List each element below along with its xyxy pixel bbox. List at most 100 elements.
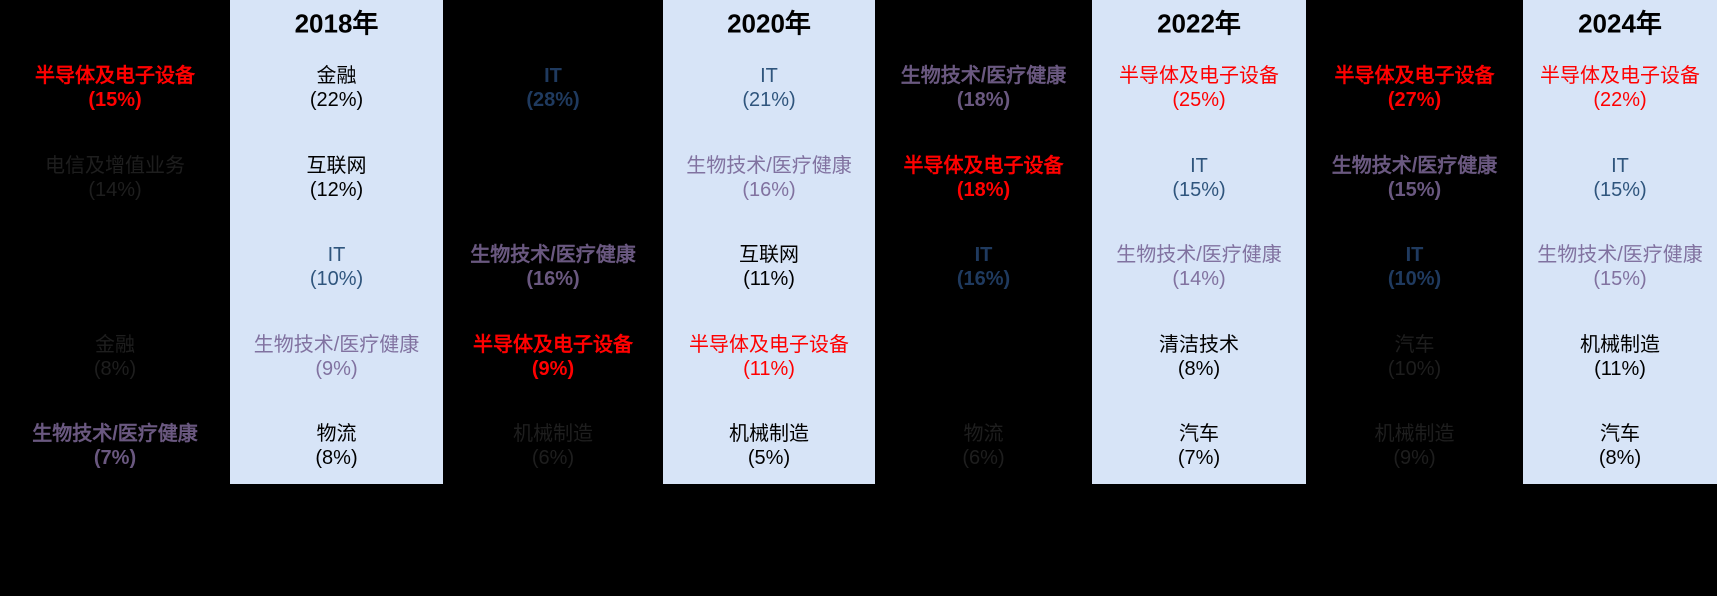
year-header: 2020年 [727, 8, 811, 39]
industry-label: 生物技术/医疗健康 [253, 334, 420, 356]
industry-share: (7%) [93, 447, 137, 469]
industry-share: (18%) [956, 89, 1011, 111]
industry-cell: 清洁技术 (8%) [1084, 333, 1314, 381]
industry-cell: 汽车 (7%) [1084, 422, 1314, 470]
industry-cell: 生物技术/医疗健康 (15%) [1515, 243, 1717, 291]
industry-share: (28%) [526, 89, 580, 111]
industry-label: 机械制造 [513, 423, 593, 445]
industry-cell: IT (15%) [1084, 154, 1314, 202]
industry-share: (14%) [1172, 268, 1226, 290]
industry-label: IT [1190, 155, 1208, 177]
industry-label: 汽车 [1600, 423, 1640, 445]
dark-column-6: 半导体及电子设备 (27%) 生物技术/医疗健康 (15%) IT (10%) 汽车 (10%… [1306, 0, 1523, 484]
year-header: 2018年 [294, 8, 379, 39]
industry-label: 金融 [316, 65, 357, 87]
industry-share: (15%) [1387, 179, 1442, 201]
industry-label: 汽车 [1179, 423, 1219, 445]
industry-cell: 生物技术/医疗健康 (7%) [0, 422, 238, 470]
industry-cell: 物流 (8%) [222, 422, 451, 470]
industry-label: 半导体及电子设备 [35, 65, 195, 87]
industry-cell: 半导体及电子设备 (22%) [1515, 64, 1717, 112]
industry-label: 机械制造 [1580, 334, 1660, 356]
industry-share: (25%) [1172, 89, 1226, 111]
year-header: 2022年 [1157, 8, 1241, 39]
industry-share: (6%) [962, 447, 1005, 469]
industry-cell: 互联网 (12%) [222, 154, 451, 202]
industry-cell: 生物技术/医疗健康 (15%) [1298, 154, 1531, 202]
industry-label: IT [327, 244, 346, 266]
year-column-2018: 2018年 金融 (22%) 互联网 (12%) IT (10%) 生物技术/医疗健康 (9%)… [230, 0, 443, 484]
industry-label: 生物技术/医疗健康 [900, 65, 1067, 87]
industry-cell: 生物技术/医疗健康 (18%) [867, 64, 1100, 112]
industry-cell: IT (16%) [867, 243, 1100, 291]
industry-share: (11%) [743, 268, 795, 290]
industry-label: 生物技术/医疗健康 [686, 155, 852, 177]
industry-share: (10%) [1387, 268, 1442, 290]
industry-label: IT [544, 65, 562, 87]
industry-label: 机械制造 [729, 423, 809, 445]
industry-share: (8%) [1598, 447, 1642, 469]
industry-label: 清洁技术 [1159, 334, 1239, 356]
industry-share: (15%) [1593, 268, 1647, 290]
industry-share: (14%) [88, 179, 142, 201]
industry-label: IT [1611, 155, 1629, 177]
industry-label: 物流 [963, 423, 1004, 445]
industry-cell: 生物技术/医疗健康 (16%) [435, 243, 671, 291]
industry-cell: 半导体及电子设备 (27%) [1298, 64, 1531, 112]
industry-label: 半导体及电子设备 [903, 155, 1064, 177]
industry-cell: IT (10%) [222, 243, 451, 291]
industry-cell: IT (21%) [655, 64, 883, 112]
industry-label: 生物技术/医疗健康 [1116, 244, 1282, 266]
industry-share: (18%) [956, 179, 1011, 201]
industry-cell: 汽车 (8%) [1515, 422, 1717, 470]
industry-share: (21%) [742, 89, 796, 111]
industry-label: 物流 [316, 423, 357, 445]
industry-label: 半导体及电子设备 [689, 334, 849, 356]
industry-label: 生物技术/医疗健康 [1537, 244, 1703, 266]
industry-share: (12%) [309, 179, 364, 201]
industry-label: 半导体及电子设备 [473, 334, 633, 356]
industry-label: IT [760, 65, 778, 87]
dark-column-0: 半导体及电子设备 (15%) 电信及增值业务 (14%) 金融 (8%) 生物技术/医疗健康… [0, 0, 230, 484]
industry-label: 半导体及电子设备 [1540, 65, 1700, 87]
industry-share: (8%) [1177, 358, 1221, 380]
industry-share: (10%) [309, 268, 364, 290]
industry-label: 金融 [95, 334, 135, 356]
industry-cell: 机械制造 (9%) [1298, 422, 1531, 470]
industry-label: 汽车 [1394, 334, 1435, 356]
industry-cell: 互联网 (11%) [655, 243, 883, 291]
industry-cell: 半导体及电子设备 (9%) [435, 333, 671, 381]
industry-share: (15%) [1172, 179, 1226, 201]
year-column-2020: 2020年 IT (21%) 生物技术/医疗健康 (16%) 互联网 (11%) 半导体及电子… [663, 0, 875, 484]
industry-label: 半导体及电子设备 [1334, 65, 1495, 87]
industry-cell: IT (10%) [1298, 243, 1531, 291]
industry-share: (9%) [531, 358, 575, 380]
industry-label: IT [974, 244, 993, 266]
industry-cell: 机械制造 (5%) [655, 422, 883, 470]
industry-label: 互联网 [739, 244, 799, 266]
industry-label: IT [1405, 244, 1424, 266]
industry-share: (16%) [956, 268, 1011, 290]
industry-cell: 金融 (8%) [0, 333, 238, 381]
industry-cell: 半导体及电子设备 (25%) [1084, 64, 1314, 112]
industry-share: (9%) [1393, 447, 1436, 469]
industry-label: 电信及增值业务 [45, 155, 185, 177]
industry-cell: 半导体及电子设备 (18%) [867, 154, 1100, 202]
year-header: 2024年 [1578, 8, 1662, 39]
dark-column-4: 生物技术/医疗健康 (18%) 半导体及电子设备 (18%) IT (16%) 物流 (6%) [875, 0, 1092, 484]
industry-share: (22%) [309, 89, 364, 111]
industry-cell: 生物技术/医疗健康 (9%) [222, 333, 451, 381]
year-column-2022: 2022年半导体及电子设备 (25%) IT (15%) 生物技术/医疗健康 (14%) 清… [1092, 0, 1306, 484]
industry-cell: 生物技术/医疗健康 (16%) [655, 154, 883, 202]
industry-share: (11%) [1594, 358, 1646, 380]
industry-label: 生物技术/医疗健康 [470, 244, 636, 266]
industry-cell: 机械制造 (11%) [1515, 333, 1717, 381]
industry-cell: 半导体及电子设备 (15%) [0, 64, 238, 112]
industry-cell: 物流 (6%) [867, 422, 1100, 470]
industry-label: 半导体及电子设备 [1119, 65, 1279, 87]
industry-label: 机械制造 [1374, 423, 1455, 445]
industry-cell: 生物技术/医疗健康 (14%) [1084, 243, 1314, 291]
industry-cell: 电信及增值业务 (14%) [0, 154, 238, 202]
industry-label: 生物技术/医疗健康 [32, 423, 198, 445]
